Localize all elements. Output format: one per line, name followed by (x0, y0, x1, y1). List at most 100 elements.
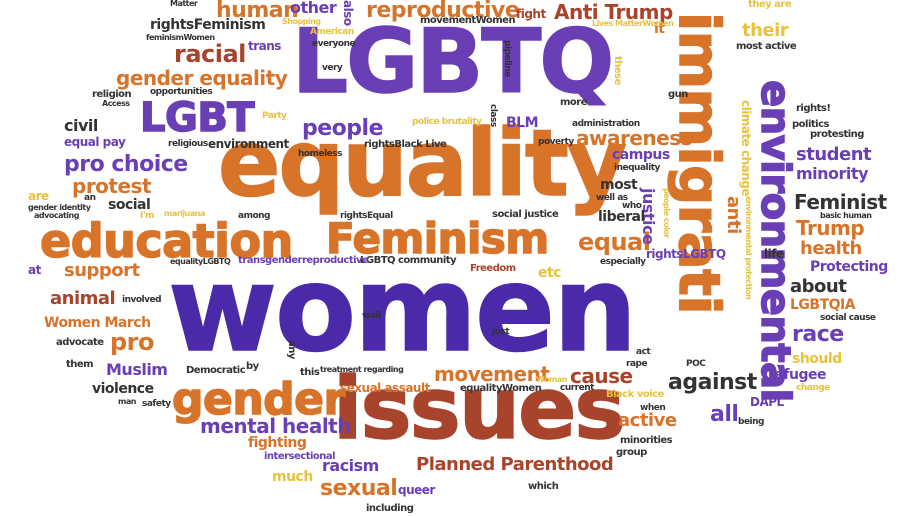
word-these: these (612, 56, 623, 85)
word-im: I'm (140, 211, 154, 221)
word-this: this (300, 367, 320, 378)
word-are: are (28, 189, 49, 203)
word-police-brutality: police brutality (412, 117, 482, 127)
word-at: at (28, 263, 41, 277)
word-life: life (764, 247, 784, 261)
word-blm: BLM (506, 115, 539, 131)
word-homeless: homeless (298, 149, 342, 159)
word-race: race (792, 322, 844, 347)
word-equality: equality (217, 110, 627, 217)
word-liberal: liberal (598, 209, 645, 225)
word-women: women (167, 240, 638, 378)
word-equalitylgbtq: equalityLGBTQ (170, 257, 231, 266)
word-against: against (668, 370, 757, 395)
word-racism: racism (322, 456, 379, 475)
word-awareness: awareness (576, 126, 693, 150)
word-sexual-assault: sexual assault (340, 381, 430, 395)
word-anti-trump: Anti Trump (554, 0, 673, 24)
word-feminist: Feminist (794, 190, 887, 214)
word-most-active: most active (736, 41, 797, 52)
word-who: who (622, 201, 642, 211)
word-rape: rape (626, 359, 648, 369)
word-racial: racial (174, 40, 246, 68)
word-muslim: Muslim (106, 360, 168, 379)
word-other: other (290, 0, 337, 17)
word-anti: anti (723, 196, 744, 234)
word-class: class (488, 104, 498, 127)
word-which: which (528, 481, 559, 492)
word-including: including (366, 503, 414, 514)
word-lgbtqia: LGBTQIA (790, 297, 856, 313)
word-trans: trans (248, 39, 281, 53)
word-animal: animal (50, 288, 116, 309)
word-student: student (796, 144, 872, 165)
word-health: health (800, 238, 862, 259)
word-inequality: inequality (614, 163, 660, 173)
word-pipeline: pipeline (502, 40, 512, 77)
word-social-cause: social cause (820, 313, 876, 323)
word-campus: campus (612, 147, 670, 163)
word-rightsequal: rightsEqual (340, 211, 393, 221)
word-issues: issues (332, 359, 626, 459)
word-minority: minority (796, 164, 869, 183)
word-administration: administration (572, 119, 640, 129)
word-it: it (654, 21, 665, 37)
word-about: about (790, 276, 847, 297)
word-their: their (742, 20, 789, 41)
word-lgbtq-community: LGBTQ community (360, 255, 457, 266)
word-being: being (738, 417, 764, 427)
word-just: just (492, 327, 510, 337)
word-environment: environment (208, 137, 289, 151)
word-etc: etc (538, 265, 562, 281)
word-well-as: well as (596, 193, 628, 203)
word-an: an (84, 193, 96, 203)
word-advocating: advocating (34, 211, 79, 220)
word-advocate: advocate (56, 337, 104, 348)
word-immigrati: immigrati (665, 11, 732, 315)
word-dapl: DAPL (750, 395, 784, 409)
word-treatment-regarding: treatment regarding (320, 365, 404, 374)
word-people: people (302, 116, 384, 141)
word-planned-parenthood: Planned Parenthood (416, 454, 614, 475)
word-movement: movement (434, 362, 550, 386)
word-them: them (66, 359, 94, 370)
word-opportunities: opportunities (150, 87, 213, 97)
word-all: all (710, 402, 739, 427)
word-more: more (560, 97, 588, 108)
word-change: change (796, 383, 830, 393)
word-most: most (600, 177, 638, 193)
word-gun: gun (668, 89, 688, 100)
word-wall: wall (362, 311, 381, 321)
word-feminismwomen: feminismWomen (146, 33, 215, 42)
word-rightsfeminism: rightsFeminism (150, 17, 266, 33)
word-party: Party (262, 111, 287, 121)
word-matter: Matter (170, 0, 198, 8)
word-act: act (636, 347, 651, 357)
word-group: group (616, 447, 647, 458)
word-lgbt: LGBT (139, 95, 255, 141)
word-any: any (286, 340, 297, 359)
word-black-voice: Black voice (606, 389, 664, 400)
word-protesting: protesting (810, 129, 864, 140)
word-also: also (341, 0, 355, 26)
word-very: very (322, 63, 343, 73)
word-freedom: Freedom (470, 263, 516, 274)
word-religion: religion (92, 89, 132, 100)
word-everyone: everyone (312, 39, 356, 49)
word-gender-equality: gender equality (116, 66, 288, 90)
word-reproductive: reproductive (366, 0, 520, 23)
word-pro-choice: pro choice (64, 152, 188, 177)
word-mental-health: mental health (200, 414, 351, 438)
word-support: support (64, 260, 140, 281)
word-access: Access (102, 99, 130, 108)
word-people-color: people color (662, 188, 671, 238)
word-fighting: fighting (248, 435, 307, 451)
word-queer: queer (398, 483, 435, 497)
word-protecting: Protecting (810, 259, 888, 275)
word-equal: equal (578, 228, 651, 256)
word-education: education (39, 214, 294, 268)
word-justice: justice (639, 188, 658, 245)
word-marijuana: marijuana (164, 209, 205, 218)
word-poc: POC (686, 359, 706, 369)
